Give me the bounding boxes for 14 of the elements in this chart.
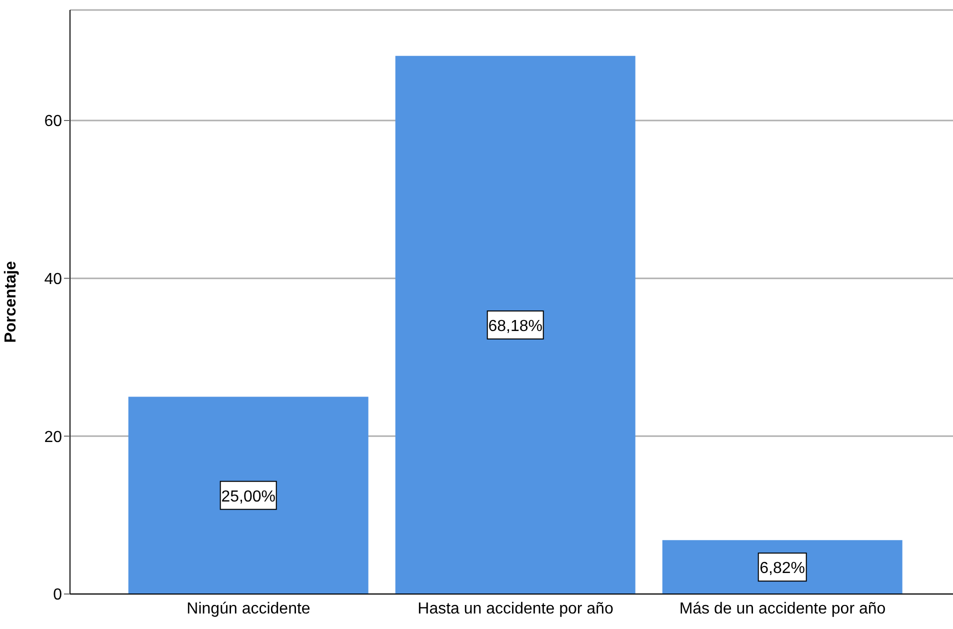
y-tick-label: 0 <box>53 586 62 604</box>
y-axis-title: Porcentaje <box>2 260 20 343</box>
x-tick-label: Hasta un accidente por año <box>418 600 614 618</box>
data-label: 25,00% <box>221 488 276 506</box>
x-tick-label: Ningún accidente <box>186 600 310 618</box>
y-tick-label: 40 <box>44 271 62 288</box>
y-tick-label: 60 <box>44 113 62 130</box>
bar <box>128 396 368 594</box>
y-tick-label: 20 <box>44 428 62 446</box>
data-label: 6,82% <box>760 560 806 578</box>
data-label: 68,18% <box>488 318 542 335</box>
bar <box>395 56 636 594</box>
bar <box>662 540 902 594</box>
x-tick-label: Más de un accidente por año <box>679 600 886 618</box>
